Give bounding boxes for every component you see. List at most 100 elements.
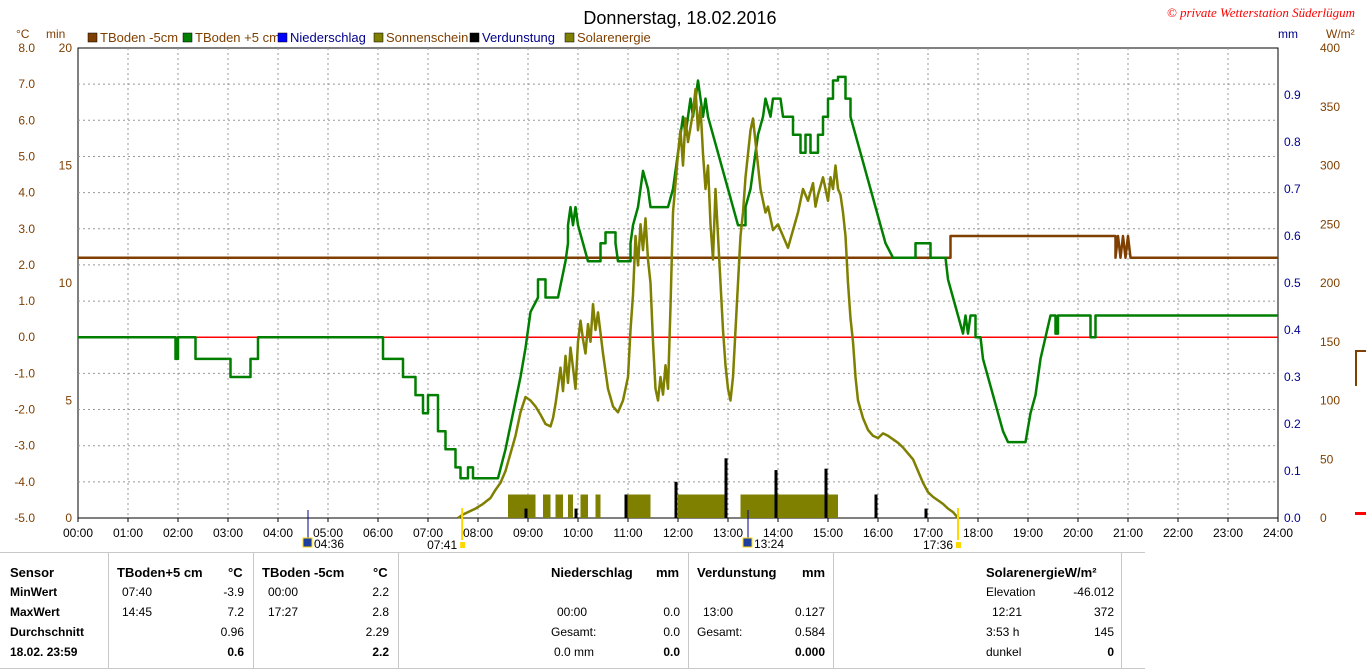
x-tick-label: 09:00 (513, 526, 543, 540)
x-tick-label: 01:00 (113, 526, 143, 540)
x-tick-label: 24:00 (1263, 526, 1293, 540)
verdunstung-bar (924, 508, 928, 518)
x-tick-label: 20:00 (1063, 526, 1093, 540)
y-wm2-tick-label: 200 (1320, 276, 1340, 290)
sonnenschein-bar (625, 494, 651, 518)
x-tick-label: 11:00 (613, 526, 642, 540)
niederschlag-sum-label: Gesamt: (551, 625, 597, 639)
y-mm-tick-label: 0.7 (1284, 182, 1301, 196)
verdunstung-current: 0.000 (794, 645, 825, 659)
x-tick-label: 23:00 (1213, 526, 1243, 540)
y-mm-tick-label: 0.0 (1284, 511, 1301, 525)
solar-current: 0 (1107, 645, 1114, 659)
verdunstung-max-val: 0.127 (794, 605, 825, 619)
y-mm-tick-label: 0.9 (1284, 88, 1301, 102)
y-temp-tick-label: -4.0 (14, 475, 35, 489)
solar-header: SolarenergieW/m² (986, 565, 1097, 580)
copyright-text: © private Wetterstation Süderlügum (1167, 5, 1355, 20)
sonnenschein-bar (678, 494, 726, 518)
y-mm-tick-label: 0.6 (1284, 229, 1301, 243)
y-wm2-tick-label: 400 (1320, 41, 1340, 55)
series-line-tboden-5-cm (78, 75, 1278, 480)
legend-label: Sonnenschein (386, 30, 468, 45)
tbodenplus5-max-val: 7.2 (227, 605, 244, 619)
verdunstung-bar (774, 470, 778, 518)
y-temp-tick-label: 5.0 (18, 149, 35, 163)
side-mark (1355, 350, 1357, 386)
x-tick-label: 03:00 (213, 526, 243, 540)
series-line-tboden-5cm (78, 234, 1278, 259)
y-temp-unit: °C (16, 27, 30, 41)
legend-label: Verdunstung (482, 30, 555, 45)
niederschlag-sum-val: 0.0 (663, 625, 680, 639)
solar-max-val: 372 (1093, 605, 1114, 619)
y-temp-tick-label: 3.0 (18, 222, 35, 236)
tbodenminus5-current: 2.2 (372, 645, 389, 659)
y-temp-tick-label: 0.0 (18, 330, 35, 344)
x-tick-label: 02:00 (163, 526, 193, 540)
tbodenplus5-unit: °C (228, 565, 243, 580)
legend-label: TBoden -5cm (100, 30, 178, 45)
x-tick-label: 07:00 (413, 526, 443, 540)
sunset-time-label: 17:36 (923, 538, 953, 552)
legend-swatch (182, 32, 193, 43)
legend-swatch (87, 32, 98, 43)
verdunstung-bar (624, 494, 628, 518)
sonnenschein-bar (508, 494, 536, 518)
y-mm-tick-label: 0.3 (1284, 370, 1301, 384)
tbodenminus5-min-val: 2.2 (372, 585, 389, 599)
y-mm-unit: mm (1278, 27, 1298, 41)
tbodenplus5-max-time: 14:45 (122, 605, 153, 619)
legend-swatch (373, 32, 384, 43)
legend-swatch (469, 32, 480, 43)
niederschlag-current-label: 0.0 mm (554, 645, 595, 659)
x-tick-label: 00:00 (63, 526, 93, 540)
legend-label: Niederschlag (290, 30, 366, 45)
solar-max-time: 12:21 (992, 605, 1023, 619)
x-tick-label: 13:00 (713, 526, 743, 540)
tbodenplus5-avg: 0.96 (220, 625, 244, 639)
tbodenplus5-header: TBoden+5 cm (117, 565, 203, 580)
y-temp-tick-label: 6.0 (18, 113, 35, 127)
y-wm2-unit: W/m² (1326, 27, 1355, 41)
tbodenminus5-unit: °C (373, 565, 388, 580)
x-tick-label: 12:00 (663, 526, 693, 540)
solar-duration-label: 3:53 h (986, 625, 1020, 639)
verdunstung-max-time: 13:00 (703, 605, 734, 619)
tbodenplus5-min-time: 07:40 (122, 585, 153, 599)
side-mark (1355, 512, 1366, 515)
verdunstung-unit: mm (802, 565, 826, 580)
y-temp-tick-label: -3.0 (14, 439, 35, 453)
y-min-unit: min (46, 27, 65, 41)
x-tick-label: 06:00 (363, 526, 393, 540)
verdunstung-header: Verdunstung (697, 565, 777, 580)
verdunstung-bar (524, 508, 528, 518)
legend-swatch (277, 32, 288, 43)
y-temp-tick-label: -2.0 (14, 403, 35, 417)
stats-label-current: 18.02. 23:59 (10, 645, 78, 659)
y-min-tick-label: 20 (59, 41, 73, 55)
y-min-tick-label: 15 (59, 159, 73, 173)
x-tick-label: 17:00 (913, 526, 943, 540)
solar-elev-label: Elevation (986, 585, 1036, 599)
x-tick-label: 10:00 (563, 526, 593, 540)
y-wm2-tick-label: 350 (1320, 100, 1340, 114)
stats-label-sensor: Sensor (10, 565, 55, 580)
verdunstung-bar (574, 508, 578, 518)
sonnenschein-bar (595, 494, 601, 518)
sonnenschein-bar (568, 494, 573, 518)
y-temp-tick-label: 1.0 (18, 294, 35, 308)
y-min-tick-label: 0 (65, 511, 72, 525)
x-tick-label: 04:00 (263, 526, 293, 540)
verdunstung-sum-label: Gesamt: (697, 625, 743, 639)
x-tick-label: 22:00 (1163, 526, 1193, 540)
weather-chart: Donnerstag, 18.02.2016 © private Wetters… (14, 5, 1366, 552)
plot-area: 00:00 01:00 02:00 03:00 04:00 05:00 06:00 07:00… (14, 27, 1366, 552)
niederschlag-unit: mm (656, 565, 680, 580)
moon-icon (302, 537, 313, 548)
solar-state-label: dunkel (986, 645, 1022, 659)
niederschlag-max-time: 00:00 (557, 605, 588, 619)
solar-duration-val: 145 (1093, 625, 1114, 639)
niederschlag-header: Niederschlag (551, 565, 633, 580)
legend-swatch (564, 32, 575, 43)
